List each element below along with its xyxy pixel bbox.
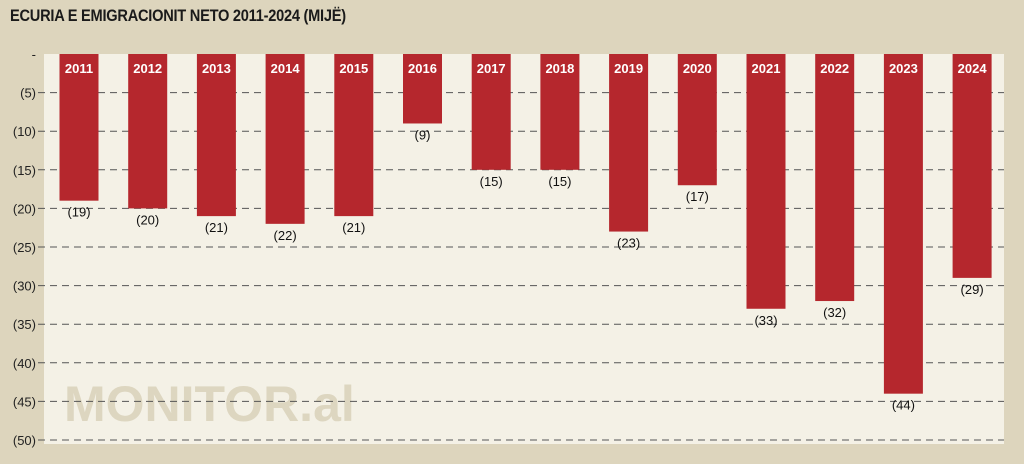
y-tick-label: (30) xyxy=(13,279,36,294)
bar-2022 xyxy=(815,54,855,302)
chart-title: ECURIA E EMIGRACIONIT NETO 2011-2024 (MI… xyxy=(10,6,346,25)
category-label: 2015 xyxy=(339,61,368,76)
bar-2024 xyxy=(952,54,992,278)
category-label: 2024 xyxy=(958,61,988,76)
bar-2014 xyxy=(265,54,305,224)
watermark-text: MONITOR.al xyxy=(64,376,355,432)
category-label: 2021 xyxy=(752,61,781,76)
y-tick-label: (45) xyxy=(13,394,36,409)
category-label: 2017 xyxy=(477,61,506,76)
data-label: (29) xyxy=(961,282,984,297)
data-label: (9) xyxy=(415,127,431,142)
data-label: (32) xyxy=(823,305,846,320)
category-label: 2020 xyxy=(683,61,712,76)
category-label: 2016 xyxy=(408,61,437,76)
bar-2015 xyxy=(334,54,374,217)
y-tick-label: (5) xyxy=(20,86,36,101)
data-label: (22) xyxy=(274,228,297,243)
y-tick-label: - xyxy=(32,47,36,62)
category-label: 2012 xyxy=(133,61,162,76)
y-tick-label: (25) xyxy=(13,240,36,255)
data-label: (15) xyxy=(548,174,571,189)
data-label: (23) xyxy=(617,236,640,251)
data-label: (20) xyxy=(136,212,159,227)
bar-2021 xyxy=(746,54,786,309)
bar-2011 xyxy=(59,54,99,201)
data-label: (17) xyxy=(686,189,709,204)
y-tick-label: (10) xyxy=(13,124,36,139)
bar-2013 xyxy=(196,54,236,217)
category-label: 2019 xyxy=(614,61,643,76)
y-tick-label: (20) xyxy=(13,201,36,216)
bar-2017 xyxy=(471,54,511,170)
data-label: (21) xyxy=(342,220,365,235)
bar-2012 xyxy=(128,54,168,209)
bar-2019 xyxy=(609,54,649,232)
data-label: (33) xyxy=(754,313,777,328)
data-label: (19) xyxy=(67,205,90,220)
category-label: 2023 xyxy=(889,61,918,76)
category-label: 2018 xyxy=(545,61,574,76)
data-label: (44) xyxy=(892,398,915,413)
y-tick-label: (50) xyxy=(13,433,36,448)
category-label: 2014 xyxy=(271,61,301,76)
category-label: 2022 xyxy=(820,61,849,76)
bar-2018 xyxy=(540,54,580,170)
category-label: 2013 xyxy=(202,61,231,76)
y-tick-label: (40) xyxy=(13,356,36,371)
y-tick-label: (35) xyxy=(13,317,36,332)
data-label: (15) xyxy=(480,174,503,189)
bar-2016 xyxy=(403,54,442,124)
bar-2020 xyxy=(677,54,717,186)
category-label: 2011 xyxy=(65,61,93,76)
bar-2023 xyxy=(883,54,923,394)
data-label: (21) xyxy=(205,220,228,235)
y-tick-label: (15) xyxy=(13,163,36,178)
